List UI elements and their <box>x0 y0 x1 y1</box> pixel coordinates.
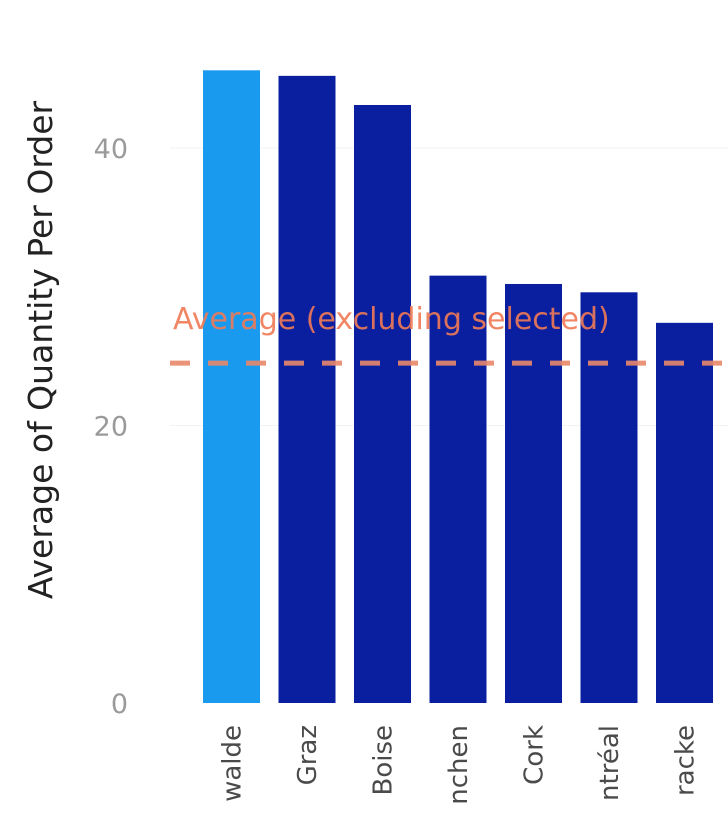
x-tick-label: nchen <box>444 725 474 805</box>
reference-line-group: Average (excluding selected) <box>170 302 728 366</box>
y-axis-title: Average of Quantity Per Order <box>21 100 60 599</box>
reference-line-label: Average (excluding selected) <box>173 302 610 337</box>
y-axis-ticks: 0 20 40 <box>94 134 128 720</box>
x-tick-label: Graz <box>293 725 323 785</box>
x-axis-ticks: walde Graz Boise nchen Cork ntréal racke <box>218 725 701 805</box>
bar-3[interactable] <box>354 104 411 704</box>
y-tick-label: 40 <box>94 134 128 165</box>
bars <box>203 70 713 704</box>
bar-1[interactable] <box>203 70 260 704</box>
x-tick-label: Cork <box>520 725 550 785</box>
bar-5[interactable] <box>505 283 562 703</box>
bar-6[interactable] <box>580 292 638 703</box>
y-tick-label: 20 <box>94 412 128 443</box>
bar-7[interactable] <box>656 322 713 703</box>
x-tick-label: walde <box>218 725 248 802</box>
x-tick-label: Boise <box>369 725 399 796</box>
y-tick-label: 0 <box>111 689 128 720</box>
bar-4[interactable] <box>429 275 487 703</box>
x-tick-label: ntréal <box>595 725 625 801</box>
bar-2[interactable] <box>278 75 336 704</box>
x-tick-label: racke <box>671 725 701 796</box>
